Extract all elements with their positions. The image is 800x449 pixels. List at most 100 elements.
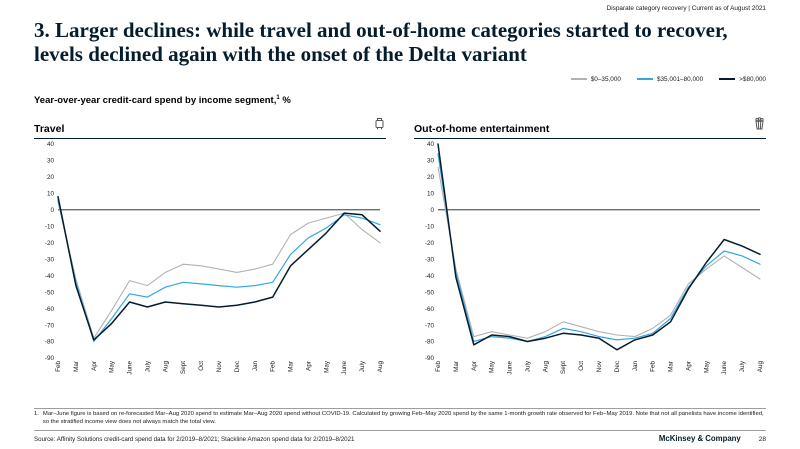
legend-swatch xyxy=(719,78,736,81)
svg-text:30: 30 xyxy=(427,158,435,165)
svg-text:-70: -70 xyxy=(45,322,55,329)
svg-text:Apr: Apr xyxy=(471,361,478,371)
footnote-text: Mar–June figure is based on re-forecaste… xyxy=(42,411,764,426)
subtitle-text: Year-over-year credit-card spend by inco… xyxy=(34,94,277,106)
svg-text:0: 0 xyxy=(430,207,434,214)
svg-text:-90: -90 xyxy=(425,355,435,362)
source-divider xyxy=(34,430,766,431)
charts-row: Travel 40 30 20 10 0 -10 -20 -30 -40 -50 -60 -70 -80… xyxy=(34,117,766,391)
svg-text:10: 10 xyxy=(427,190,435,197)
svg-text:Mar: Mar xyxy=(73,361,80,372)
svg-text:Dec: Dec xyxy=(234,361,241,372)
subtitle-unit: % xyxy=(279,94,291,106)
svg-text:Apr: Apr xyxy=(305,361,312,371)
travel-panel: Travel 40 30 20 10 0 -10 -20 -30 -40 -50 -60 -70 -80… xyxy=(34,117,386,391)
svg-text:Dec: Dec xyxy=(614,361,621,372)
svg-text:40: 40 xyxy=(47,141,55,148)
brand: McKinsey & Company xyxy=(658,434,741,443)
svg-text:June: June xyxy=(127,360,134,374)
svg-text:July: July xyxy=(524,360,531,372)
footnote-divider xyxy=(34,407,766,409)
svg-text:July: July xyxy=(144,360,151,372)
svg-text:-60: -60 xyxy=(425,306,435,313)
svg-text:Feb: Feb xyxy=(55,360,62,371)
svg-text:-40: -40 xyxy=(425,273,435,280)
legend-item: $0–35,000 xyxy=(570,75,621,83)
svg-text:Mar: Mar xyxy=(668,361,675,372)
svg-text:Sept: Sept xyxy=(180,361,187,374)
entertainment-chart-title: Out-of-home entertainment xyxy=(414,122,550,135)
svg-text:July: July xyxy=(739,360,746,372)
svg-text:-10: -10 xyxy=(45,223,55,230)
svg-text:July: July xyxy=(359,360,366,372)
legend-swatch xyxy=(636,78,653,80)
legend-label: $35,001–80,000 xyxy=(656,75,704,83)
svg-text:-30: -30 xyxy=(425,256,435,263)
entertainment-panel-header: Out-of-home entertainment xyxy=(414,117,766,139)
svg-text:May: May xyxy=(489,360,496,373)
footer-row: Source: Affinity Solutions credit-card s… xyxy=(34,431,766,443)
svg-text:0: 0 xyxy=(50,207,54,214)
svg-text:40: 40 xyxy=(427,141,435,148)
svg-text:Nov: Nov xyxy=(596,360,603,372)
svg-text:-80: -80 xyxy=(425,339,435,346)
svg-text:Aug: Aug xyxy=(757,360,764,372)
svg-text:-40: -40 xyxy=(45,273,55,280)
subtitle-footnote-marker: 1 xyxy=(276,94,280,101)
svg-text:Mar: Mar xyxy=(288,361,295,372)
svg-text:Aug: Aug xyxy=(542,360,549,372)
svg-text:-30: -30 xyxy=(45,256,55,263)
popcorn-icon xyxy=(753,117,766,135)
svg-text:-70: -70 xyxy=(425,322,435,329)
legend-label: >$80,000 xyxy=(739,75,766,83)
travel-chart-title: Travel xyxy=(34,122,65,135)
svg-text:Feb: Feb xyxy=(435,360,442,371)
footnote: 1. Mar–June figure is based on re-foreca… xyxy=(34,409,766,430)
svg-text:May: May xyxy=(323,360,330,373)
svg-text:Jan: Jan xyxy=(632,360,639,371)
page-number: 28 xyxy=(758,436,766,443)
legend-swatch xyxy=(570,78,587,80)
svg-text:Aug: Aug xyxy=(377,360,384,372)
legend: $0–35,000 $35,001–80,000 >$80,000 xyxy=(34,76,766,83)
svg-text:-20: -20 xyxy=(425,240,435,247)
svg-text:30: 30 xyxy=(47,158,55,165)
svg-text:20: 20 xyxy=(47,174,55,181)
chart-subtitle: Year-over-year credit-card spend by inco… xyxy=(34,95,766,106)
svg-text:Aug: Aug xyxy=(162,360,169,372)
suitcase-icon xyxy=(373,117,386,135)
footer-block: 1. Mar–June figure is based on re-foreca… xyxy=(34,407,766,443)
svg-text:Apr: Apr xyxy=(685,361,692,371)
svg-text:May: May xyxy=(703,360,710,373)
svg-text:-20: -20 xyxy=(45,240,55,247)
legend-label: $0–35,000 xyxy=(590,75,621,83)
svg-text:Mar: Mar xyxy=(453,361,460,372)
svg-text:Nov: Nov xyxy=(216,360,223,372)
svg-text:-90: -90 xyxy=(45,355,55,362)
svg-text:Jan: Jan xyxy=(252,360,259,371)
svg-text:-80: -80 xyxy=(45,339,55,346)
svg-text:-60: -60 xyxy=(45,306,55,313)
svg-text:June: June xyxy=(721,360,728,374)
svg-text:Feb: Feb xyxy=(650,360,657,371)
source-line: Source: Affinity Solutions credit-card s… xyxy=(34,436,355,443)
legend-item: >$80,000 xyxy=(719,76,766,83)
svg-text:20: 20 xyxy=(427,174,435,181)
svg-text:10: 10 xyxy=(47,190,55,197)
entertainment-panel: Out-of-home entertainment 40 30 20 10 0 -10 -2… xyxy=(414,117,766,391)
svg-text:Sept: Sept xyxy=(560,361,567,374)
svg-text:June: June xyxy=(341,360,348,374)
svg-text:Oct: Oct xyxy=(198,361,205,371)
page-title: 3. Larger declines: while travel and out… xyxy=(34,18,728,67)
footnote-number: 1. xyxy=(34,411,39,418)
svg-text:Feb: Feb xyxy=(270,360,277,371)
legend-item: $35,001–80,000 xyxy=(636,75,704,83)
svg-text:-50: -50 xyxy=(425,289,435,296)
svg-text:Apr: Apr xyxy=(91,361,98,371)
svg-text:June: June xyxy=(507,360,514,374)
svg-text:May: May xyxy=(109,360,116,373)
svg-text:-10: -10 xyxy=(425,223,435,230)
brand-wrap: McKinsey & Company 28 xyxy=(659,434,766,443)
